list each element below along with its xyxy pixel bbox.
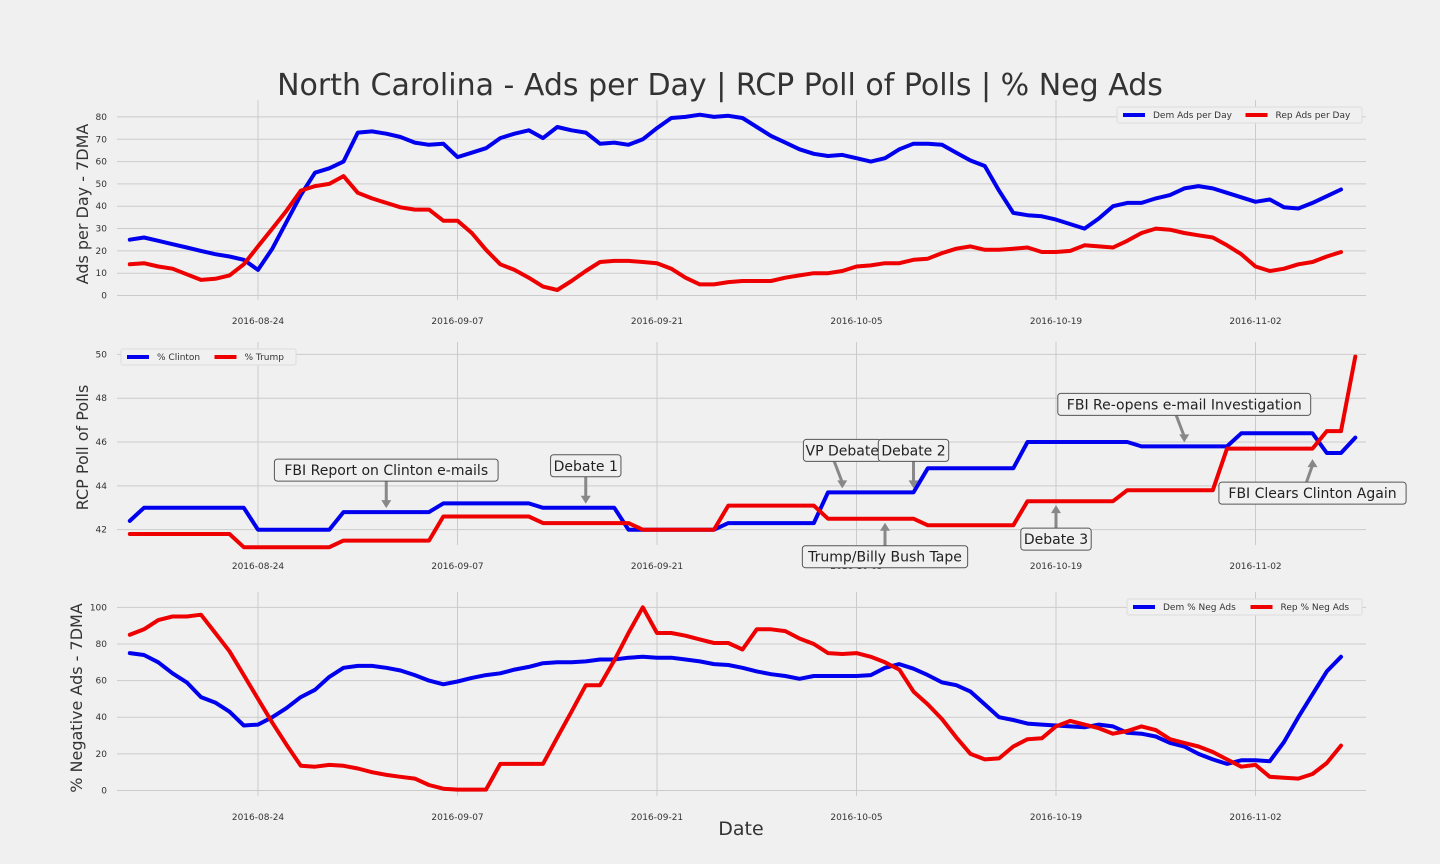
x-tick-label: 2016-08-24 bbox=[232, 317, 285, 327]
legend-label: Rep Ads per Day bbox=[1276, 111, 1351, 121]
y-tick-label: 20 bbox=[96, 750, 108, 760]
legend-box bbox=[120, 348, 297, 366]
legend-label: % Clinton bbox=[157, 353, 200, 363]
x-tick-label: 2016-08-24 bbox=[232, 562, 285, 572]
y-tick-label: 46 bbox=[96, 438, 108, 448]
y-tick-label: 60 bbox=[96, 677, 108, 687]
legend: % Clinton % Trump bbox=[120, 348, 297, 366]
annotation-box bbox=[273, 458, 499, 482]
annotation-arrow bbox=[1174, 414, 1186, 437]
page-title: North Carolina - Ads per Day | RCP Poll … bbox=[277, 68, 1163, 103]
y-tick-label: 80 bbox=[96, 640, 108, 650]
annotation-arrowhead bbox=[580, 495, 591, 504]
x-tick-label: 2016-08-24 bbox=[232, 813, 285, 823]
legend-label: Dem % Neg Ads bbox=[1163, 603, 1236, 613]
annotation-arrowhead bbox=[1307, 459, 1318, 468]
legend-label: Rep % Neg Ads bbox=[1281, 603, 1350, 613]
annotation: Debate 2 bbox=[877, 438, 950, 489]
series-line-rep bbox=[127, 354, 1358, 550]
y-axis-label: RCP Poll of Polls bbox=[73, 385, 92, 511]
series-line-rep bbox=[127, 605, 1343, 792]
y-tick-label: 70 bbox=[96, 135, 108, 145]
x-tick-label: 2016-11-02 bbox=[1229, 317, 1281, 327]
y-tick-label: 100 bbox=[90, 603, 107, 613]
x-tick-label: 2016-09-21 bbox=[631, 562, 683, 572]
x-tick-label: 2016-09-21 bbox=[631, 317, 683, 327]
annotation: FBI Re-opens e-mail Investigation bbox=[1057, 392, 1312, 443]
annotation-label: VP Debate bbox=[806, 443, 879, 459]
x-axis-label: Date bbox=[718, 818, 764, 840]
annotation: FBI Clears Clinton Again bbox=[1218, 459, 1407, 505]
y-tick-label: 42 bbox=[96, 526, 107, 536]
annotation-box bbox=[801, 545, 969, 569]
annotation: Debate 3 bbox=[1020, 505, 1092, 551]
annotation-arrowhead bbox=[1179, 434, 1190, 443]
annotation-box bbox=[1057, 392, 1312, 416]
y-tick-label: 0 bbox=[101, 787, 107, 797]
annotation-label: FBI Clears Clinton Again bbox=[1228, 486, 1396, 502]
subplot-3: 0 20 40 60 80 100 2016-08-24 2016-09-07 2016-09-… bbox=[67, 592, 1366, 823]
legend: Dem Ads per Day Rep Ads per Day bbox=[1116, 106, 1363, 124]
annotation-label: Trump/Billy Bush Tape bbox=[807, 550, 962, 566]
annotation-label: Debate 1 bbox=[554, 459, 618, 475]
annotation: VP Debate bbox=[802, 438, 882, 489]
annotation: Debate 1 bbox=[550, 454, 622, 504]
annotation-arrowhead bbox=[908, 480, 919, 489]
legend-label: Dem Ads per Day bbox=[1153, 111, 1233, 121]
x-tick-label: 2016-11-02 bbox=[1229, 562, 1281, 572]
x-tick-label: 2016-09-07 bbox=[431, 813, 483, 823]
y-tick-label: 60 bbox=[96, 158, 108, 168]
annotation-label: FBI Report on Clinton e-mails bbox=[284, 463, 488, 479]
x-tick-label: 2016-10-19 bbox=[1030, 813, 1083, 823]
x-tick-label: 2016-10-19 bbox=[1030, 562, 1083, 572]
annotation-arrowhead bbox=[381, 500, 392, 509]
x-tick-label: 2016-10-05 bbox=[830, 317, 882, 327]
legend-box bbox=[1126, 598, 1363, 616]
y-tick-label: 44 bbox=[96, 482, 108, 492]
annotation-arrow bbox=[1305, 464, 1314, 483]
y-tick-label: 10 bbox=[96, 269, 108, 279]
y-tick-label: 0 bbox=[101, 292, 107, 302]
y-tick-label: 48 bbox=[96, 394, 108, 404]
annotation: FBI Report on Clinton e-mails bbox=[273, 458, 499, 509]
legend: Dem % Neg Ads Rep % Neg Ads bbox=[1126, 598, 1363, 616]
subplot-1: 0 10 20 30 40 50 60 70 80 2016-08-24 2016-09-07 201… bbox=[73, 100, 1366, 327]
annotation-arrowhead bbox=[837, 480, 848, 489]
series-line-rep bbox=[127, 174, 1343, 292]
y-tick-label: 50 bbox=[96, 350, 108, 360]
x-tick-label: 2016-09-21 bbox=[631, 813, 683, 823]
y-tick-label: 80 bbox=[96, 113, 108, 123]
annotation-arrow bbox=[832, 460, 844, 483]
series-line-dem bbox=[127, 112, 1343, 272]
subplot-2: 42 44 46 48 50 2016-08-24 2016-09-07 2016-09-21… bbox=[73, 342, 1407, 572]
annotation-box bbox=[1020, 527, 1092, 551]
x-tick-label: 2016-10-05 bbox=[830, 813, 882, 823]
annotation-box bbox=[550, 454, 622, 478]
y-tick-label: 30 bbox=[96, 225, 108, 235]
y-tick-label: 50 bbox=[96, 180, 108, 190]
y-tick-label: 40 bbox=[96, 713, 108, 723]
annotation-box bbox=[1218, 481, 1407, 505]
annotation-arrowhead bbox=[880, 522, 890, 531]
series-line-dem bbox=[127, 651, 1343, 766]
y-axis-label: % Negative Ads - 7DMA bbox=[67, 603, 86, 793]
x-tick-label: 2016-09-07 bbox=[431, 317, 483, 327]
y-tick-label: 40 bbox=[96, 202, 108, 212]
legend-box bbox=[1116, 106, 1363, 124]
annotation-box bbox=[877, 438, 950, 462]
annotation: Trump/Billy Bush Tape bbox=[801, 522, 969, 569]
annotation-label: Debate 3 bbox=[1024, 532, 1088, 548]
x-tick-label: 2016-09-07 bbox=[431, 562, 483, 572]
annotation-label: Debate 2 bbox=[881, 443, 945, 459]
annotation-label: FBI Re-opens e-mail Investigation bbox=[1067, 397, 1302, 413]
series-line-dem bbox=[127, 431, 1358, 532]
y-axis-label: Ads per Day - 7DMA bbox=[73, 124, 92, 285]
legend-label: % Trump bbox=[245, 353, 285, 363]
annotation-arrowhead bbox=[1051, 505, 1061, 514]
y-tick-label: 20 bbox=[96, 247, 108, 257]
x-tick-label: 2016-11-02 bbox=[1229, 813, 1281, 823]
x-tick-label: 2016-10-19 bbox=[1030, 317, 1083, 327]
